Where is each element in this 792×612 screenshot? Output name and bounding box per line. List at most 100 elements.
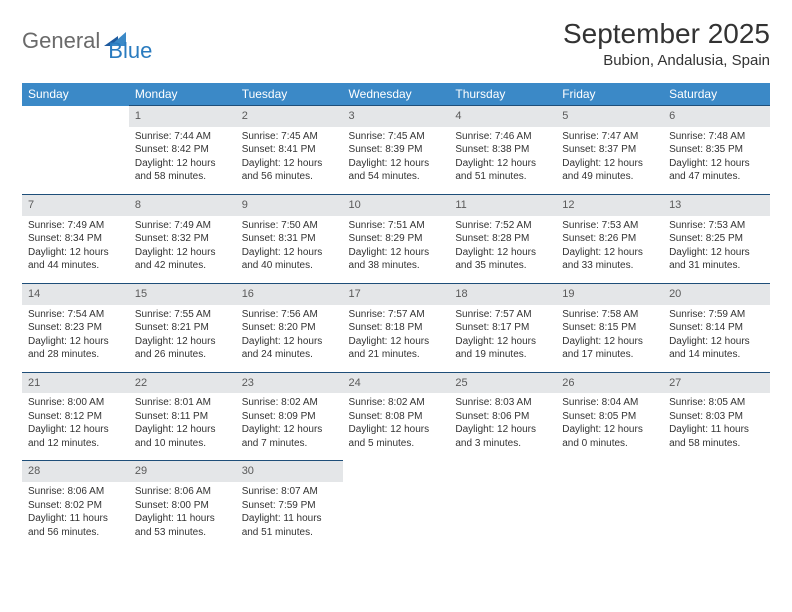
- daylight-text: Daylight: 12 hours and 33 minutes.: [562, 246, 657, 273]
- daylight-text: Daylight: 12 hours and 56 minutes.: [242, 157, 337, 184]
- sunrise-text: Sunrise: 7:49 AM: [28, 219, 123, 233]
- day-info-cell: Sunrise: 7:57 AMSunset: 8:18 PMDaylight:…: [343, 305, 450, 373]
- weekday-header: Tuesday: [236, 83, 343, 106]
- day-number: 8: [135, 199, 141, 211]
- day-info-cell: Sunrise: 7:53 AMSunset: 8:25 PMDaylight:…: [663, 216, 770, 284]
- sunset-text: Sunset: 8:29 PM: [349, 232, 444, 246]
- sunset-text: Sunset: 8:25 PM: [669, 232, 764, 246]
- day-number-cell: 10: [343, 194, 450, 215]
- day-info-cell: Sunrise: 7:47 AMSunset: 8:37 PMDaylight:…: [556, 127, 663, 195]
- sunrise-text: Sunrise: 7:45 AM: [349, 130, 444, 144]
- day-number: 1: [135, 110, 141, 122]
- day-number: 24: [349, 377, 361, 389]
- day-number: 13: [669, 199, 681, 211]
- sunset-text: Sunset: 8:23 PM: [28, 321, 123, 335]
- sunrise-text: Sunrise: 7:49 AM: [135, 219, 230, 233]
- sunrise-text: Sunrise: 7:59 AM: [669, 308, 764, 322]
- sunrise-text: Sunrise: 7:54 AM: [28, 308, 123, 322]
- day-info-cell: [449, 482, 556, 549]
- day-number-cell: 5: [556, 106, 663, 127]
- day-number-cell: 2: [236, 106, 343, 127]
- info-row: Sunrise: 7:44 AMSunset: 8:42 PMDaylight:…: [22, 127, 770, 195]
- sunset-text: Sunset: 8:00 PM: [135, 499, 230, 513]
- daylight-text: Daylight: 12 hours and 31 minutes.: [669, 246, 764, 273]
- location-label: Bubion, Andalusia, Spain: [563, 52, 770, 69]
- day-number-cell: 4: [449, 106, 556, 127]
- day-info-cell: Sunrise: 7:54 AMSunset: 8:23 PMDaylight:…: [22, 305, 129, 373]
- sunset-text: Sunset: 8:11 PM: [135, 410, 230, 424]
- sunrise-text: Sunrise: 7:56 AM: [242, 308, 337, 322]
- info-row: Sunrise: 7:54 AMSunset: 8:23 PM Daylight:…: [22, 305, 770, 373]
- daylight-text: Daylight: 12 hours and 44 minutes.: [28, 246, 123, 273]
- day-number: 22: [135, 377, 147, 389]
- day-number: 25: [455, 377, 467, 389]
- day-number-cell: 8: [129, 194, 236, 215]
- day-info-cell: Sunrise: 7:51 AMSunset: 8:29 PMDaylight:…: [343, 216, 450, 284]
- day-number: 2: [242, 110, 248, 122]
- sunset-text: Sunset: 8:41 PM: [242, 143, 337, 157]
- day-number: 6: [669, 110, 675, 122]
- day-info-cell: Sunrise: 7:55 AMSunset: 8:21 PMDaylight:…: [129, 305, 236, 373]
- day-number: 10: [349, 199, 361, 211]
- daylight-text: Daylight: 12 hours and 49 minutes.: [562, 157, 657, 184]
- day-info-cell: Sunrise: 8:07 AMSunset: 7:59 PMDaylight:…: [236, 482, 343, 549]
- day-info-cell: Sunrise: 8:01 AMSunset: 8:11 PMDaylight:…: [129, 393, 236, 461]
- daylight-text: Daylight: 12 hours and 24 minutes.: [242, 335, 337, 362]
- day-number: 9: [242, 199, 248, 211]
- sunset-text: Sunset: 8:15 PM: [562, 321, 657, 335]
- day-number-cell: 17: [343, 283, 450, 304]
- day-number-cell: 21: [22, 372, 129, 393]
- day-number: 20: [669, 288, 681, 300]
- weekday-header: Thursday: [449, 83, 556, 106]
- day-number-cell: 1: [129, 106, 236, 127]
- day-info-cell: Sunrise: 8:04 AMSunset: 8:05 PMDaylight:…: [556, 393, 663, 461]
- day-info-cell: Sunrise: 7:58 AMSunset: 8:15 PMDaylight:…: [556, 305, 663, 373]
- day-number: 5: [562, 110, 568, 122]
- daylight-text: Daylight: 12 hours and 3 minutes.: [455, 423, 550, 450]
- sunset-text: Sunset: 8:06 PM: [455, 410, 550, 424]
- sunset-text: Sunset: 8:03 PM: [669, 410, 764, 424]
- sunrise-text: Sunrise: 7:57 AM: [349, 308, 444, 322]
- day-info-cell: Sunrise: 7:57 AMSunset: 8:17 PMDaylight:…: [449, 305, 556, 373]
- day-number: 12: [562, 199, 574, 211]
- sunset-text: Sunset: 8:31 PM: [242, 232, 337, 246]
- calendar-table: Sunday Monday Tuesday Wednesday Thursday…: [22, 83, 770, 549]
- day-info-cell: [663, 482, 770, 549]
- day-info-cell: Sunrise: 8:03 AMSunset: 8:06 PMDaylight:…: [449, 393, 556, 461]
- day-info-cell: Sunrise: 8:00 AMSunset: 8:12 PMDaylight:…: [22, 393, 129, 461]
- daynum-row: 21222324252627: [22, 372, 770, 393]
- sunrise-text: Sunrise: 7:45 AM: [242, 130, 337, 144]
- sunset-text: Sunset: 8:20 PM: [242, 321, 337, 335]
- sunset-text: Sunset: 8:42 PM: [135, 143, 230, 157]
- sunset-text: Sunset: 8:21 PM: [135, 321, 230, 335]
- daylight-text: Daylight: 11 hours and 56 minutes.: [28, 512, 123, 539]
- sunset-text: Sunset: 8:38 PM: [455, 143, 550, 157]
- daylight-text: Daylight: 12 hours and 54 minutes.: [349, 157, 444, 184]
- day-info-cell: Sunrise: 8:02 AMSunset: 8:08 PMDaylight:…: [343, 393, 450, 461]
- day-number-cell: [556, 461, 663, 482]
- day-number-cell: 6: [663, 106, 770, 127]
- info-row: Sunrise: 7:49 AMSunset: 8:34 PMDaylight:…: [22, 216, 770, 284]
- day-number-cell: 18: [449, 283, 556, 304]
- day-number-cell: 20: [663, 283, 770, 304]
- sunset-text: Sunset: 8:12 PM: [28, 410, 123, 424]
- day-number-cell: 30: [236, 461, 343, 482]
- day-number-cell: 28: [22, 461, 129, 482]
- sunrise-text: Sunrise: 7:46 AM: [455, 130, 550, 144]
- day-info-cell: [22, 127, 129, 195]
- info-row: Sunrise: 8:00 AMSunset: 8:12 PMDaylight:…: [22, 393, 770, 461]
- logo-text-blue: Blue: [108, 38, 152, 64]
- day-number-cell: 11: [449, 194, 556, 215]
- sunrise-text: Sunrise: 8:05 AM: [669, 396, 764, 410]
- weekday-header: Friday: [556, 83, 663, 106]
- day-info-cell: Sunrise: 7:59 AMSunset: 8:14 PMDaylight:…: [663, 305, 770, 373]
- day-info-cell: [343, 482, 450, 549]
- day-number-cell: 19: [556, 283, 663, 304]
- day-number: 26: [562, 377, 574, 389]
- weekday-header: Sunday: [22, 83, 129, 106]
- daylight-text: Daylight: 12 hours and 12 minutes.: [28, 423, 123, 450]
- day-number: 28: [28, 465, 40, 477]
- daylight-text: Daylight: 11 hours and 58 minutes.: [669, 423, 764, 450]
- day-number: 18: [455, 288, 467, 300]
- daylight-text: Daylight: 12 hours and 35 minutes.: [455, 246, 550, 273]
